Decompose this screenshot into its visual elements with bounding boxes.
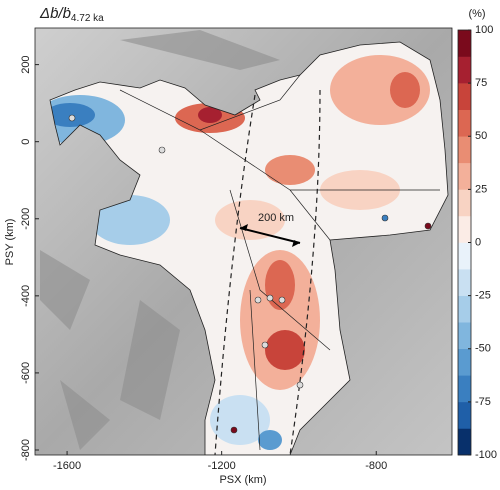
colorbar-tick-label: -100 bbox=[475, 449, 497, 461]
colorbar-segment bbox=[458, 30, 471, 57]
colorbar-segment bbox=[458, 428, 471, 456]
colorbar-segment bbox=[458, 56, 471, 84]
y-tick-label: 0 bbox=[20, 139, 32, 145]
plot-frame bbox=[34, 27, 453, 456]
scale-label: 200 km bbox=[258, 212, 294, 224]
title: Δḃ/ḃ4.72 ka bbox=[39, 5, 104, 24]
dashed-lines bbox=[214, 89, 321, 455]
y-tick-label: 200 bbox=[20, 55, 32, 73]
colorbar-tick-label: -50 bbox=[475, 343, 491, 355]
colorbar-segment bbox=[458, 83, 471, 110]
colorbar-tick-label: -75 bbox=[475, 396, 491, 408]
y-axis-label: PSY (km) bbox=[4, 219, 16, 266]
x-axis-label: PSX (km) bbox=[219, 474, 266, 486]
terrain-shading bbox=[40, 30, 280, 450]
colorbar-segment bbox=[458, 295, 471, 323]
arrow-heads bbox=[240, 224, 300, 247]
y-tick-label: -400 bbox=[20, 285, 32, 307]
x-tick-label: -1200 bbox=[208, 460, 236, 472]
colorbar-segment bbox=[458, 269, 471, 296]
y-tick-label: -200 bbox=[20, 208, 32, 230]
colorbar-segment bbox=[458, 348, 471, 376]
colorbar-tick-label: -25 bbox=[475, 290, 491, 302]
colorbar-segment bbox=[458, 136, 471, 164]
colorbar-segment bbox=[458, 242, 471, 270]
colorbar-segment bbox=[458, 375, 471, 403]
colorbar-segment bbox=[458, 189, 471, 217]
y-tick-label: -800 bbox=[20, 439, 32, 461]
y-tick-label: -600 bbox=[20, 362, 32, 384]
sites bbox=[68, 114, 432, 434]
colorbar-segment bbox=[458, 322, 471, 350]
map-area: 200 km bbox=[35, 28, 452, 455]
colorbar-tick-label: 25 bbox=[475, 183, 487, 195]
colorbar-segment bbox=[458, 215, 471, 243]
colorbar-segment bbox=[458, 401, 471, 429]
scale-arrow bbox=[239, 227, 301, 244]
colorbar-label: (%) bbox=[468, 8, 485, 20]
x-tick-label: -1600 bbox=[53, 460, 81, 472]
x-tick-label: -800 bbox=[365, 460, 387, 472]
colorbar-segment bbox=[458, 109, 471, 137]
colorbar-tick-label: 100 bbox=[475, 24, 493, 36]
colorbar-tick-label: 75 bbox=[475, 77, 487, 89]
colorbar-tick-label: 0 bbox=[475, 236, 481, 248]
colorbar-segment bbox=[458, 162, 471, 190]
colorbar-tick-label: 50 bbox=[475, 130, 487, 142]
